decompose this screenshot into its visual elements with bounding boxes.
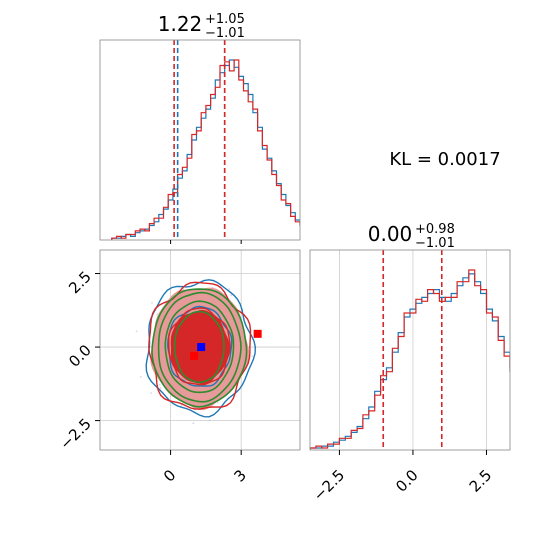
joint-sample-point <box>208 419 211 422</box>
joint-sample-point <box>139 376 142 378</box>
joint-sample-point <box>150 392 153 394</box>
joint-contour-green-4 <box>173 310 225 384</box>
joint-ytick-label-2: 2.5 <box>65 268 95 298</box>
hist-param2-series-b-step <box>310 269 510 450</box>
joint-contour-green-3 <box>164 300 235 394</box>
joint-xtick-label-0: 0 <box>160 466 179 485</box>
joint-contour-red-inner <box>167 307 231 386</box>
hist-param1-plot-area <box>111 40 300 240</box>
hist-param1-frame <box>99 39 301 241</box>
joint-red-marker-1 <box>253 329 262 338</box>
joint-plot-area <box>100 250 300 450</box>
joint-sample-point <box>156 313 159 316</box>
joint-sample-point <box>230 294 233 297</box>
joint-sample-point <box>216 401 219 404</box>
joint-sample-point <box>251 355 254 357</box>
joint-xtick-label-1: 3 <box>231 466 250 485</box>
joint-contour-red-outer <box>148 281 252 410</box>
hist-param1-title-upper-error: +1.05 <box>205 12 245 27</box>
joint-sample-point <box>158 383 161 386</box>
hist-param2-xtick-label-2: 2.5 <box>466 466 496 496</box>
hist-param2-series-a-step <box>310 273 510 450</box>
joint-red-marker-0 <box>190 351 199 360</box>
hist-param2-frame <box>309 249 511 451</box>
joint-blue-marker <box>197 343 206 352</box>
hist-param1-title-lower-error: −1.01 <box>205 26 245 41</box>
hist-param2-xtick-label-1: 0.0 <box>392 466 422 496</box>
joint-ytick-label-0: −2.5 <box>56 415 94 453</box>
joint-contour-green-2 <box>157 291 242 403</box>
joint-sample-point <box>192 422 195 425</box>
hist-param2-xtick-label-0: −2.5 <box>310 466 348 504</box>
joint-frame <box>99 249 301 451</box>
joint-ytick-label-1: 0.0 <box>65 341 95 371</box>
joint-sample-point <box>159 387 162 389</box>
joint-sample-point <box>180 404 183 407</box>
joint-contour-blue-inner <box>166 305 233 387</box>
joint-contour-green-1 <box>151 288 248 408</box>
joint-sample-point <box>151 302 153 304</box>
hist-param1-title-value: 1.22 <box>158 12 203 36</box>
joint-sample-point <box>135 330 138 333</box>
joint-sample-point <box>228 288 231 290</box>
kl-annotation: KL = 0.0017 <box>389 149 500 170</box>
hist-param2-title-lower-error: −1.01 <box>415 236 455 251</box>
hist-param2-title-value: 0.00 <box>368 222 413 246</box>
hist-param2-plot-area <box>310 250 510 450</box>
hist-param2-title-upper-error: +0.98 <box>415 222 455 237</box>
